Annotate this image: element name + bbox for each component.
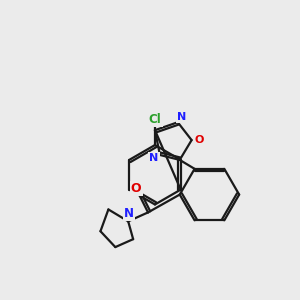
Text: N: N [124,207,134,220]
Text: Cl: Cl [148,113,161,126]
Text: N: N [149,153,159,163]
Text: N: N [177,112,186,122]
Text: O: O [131,182,141,195]
Text: O: O [195,135,204,145]
